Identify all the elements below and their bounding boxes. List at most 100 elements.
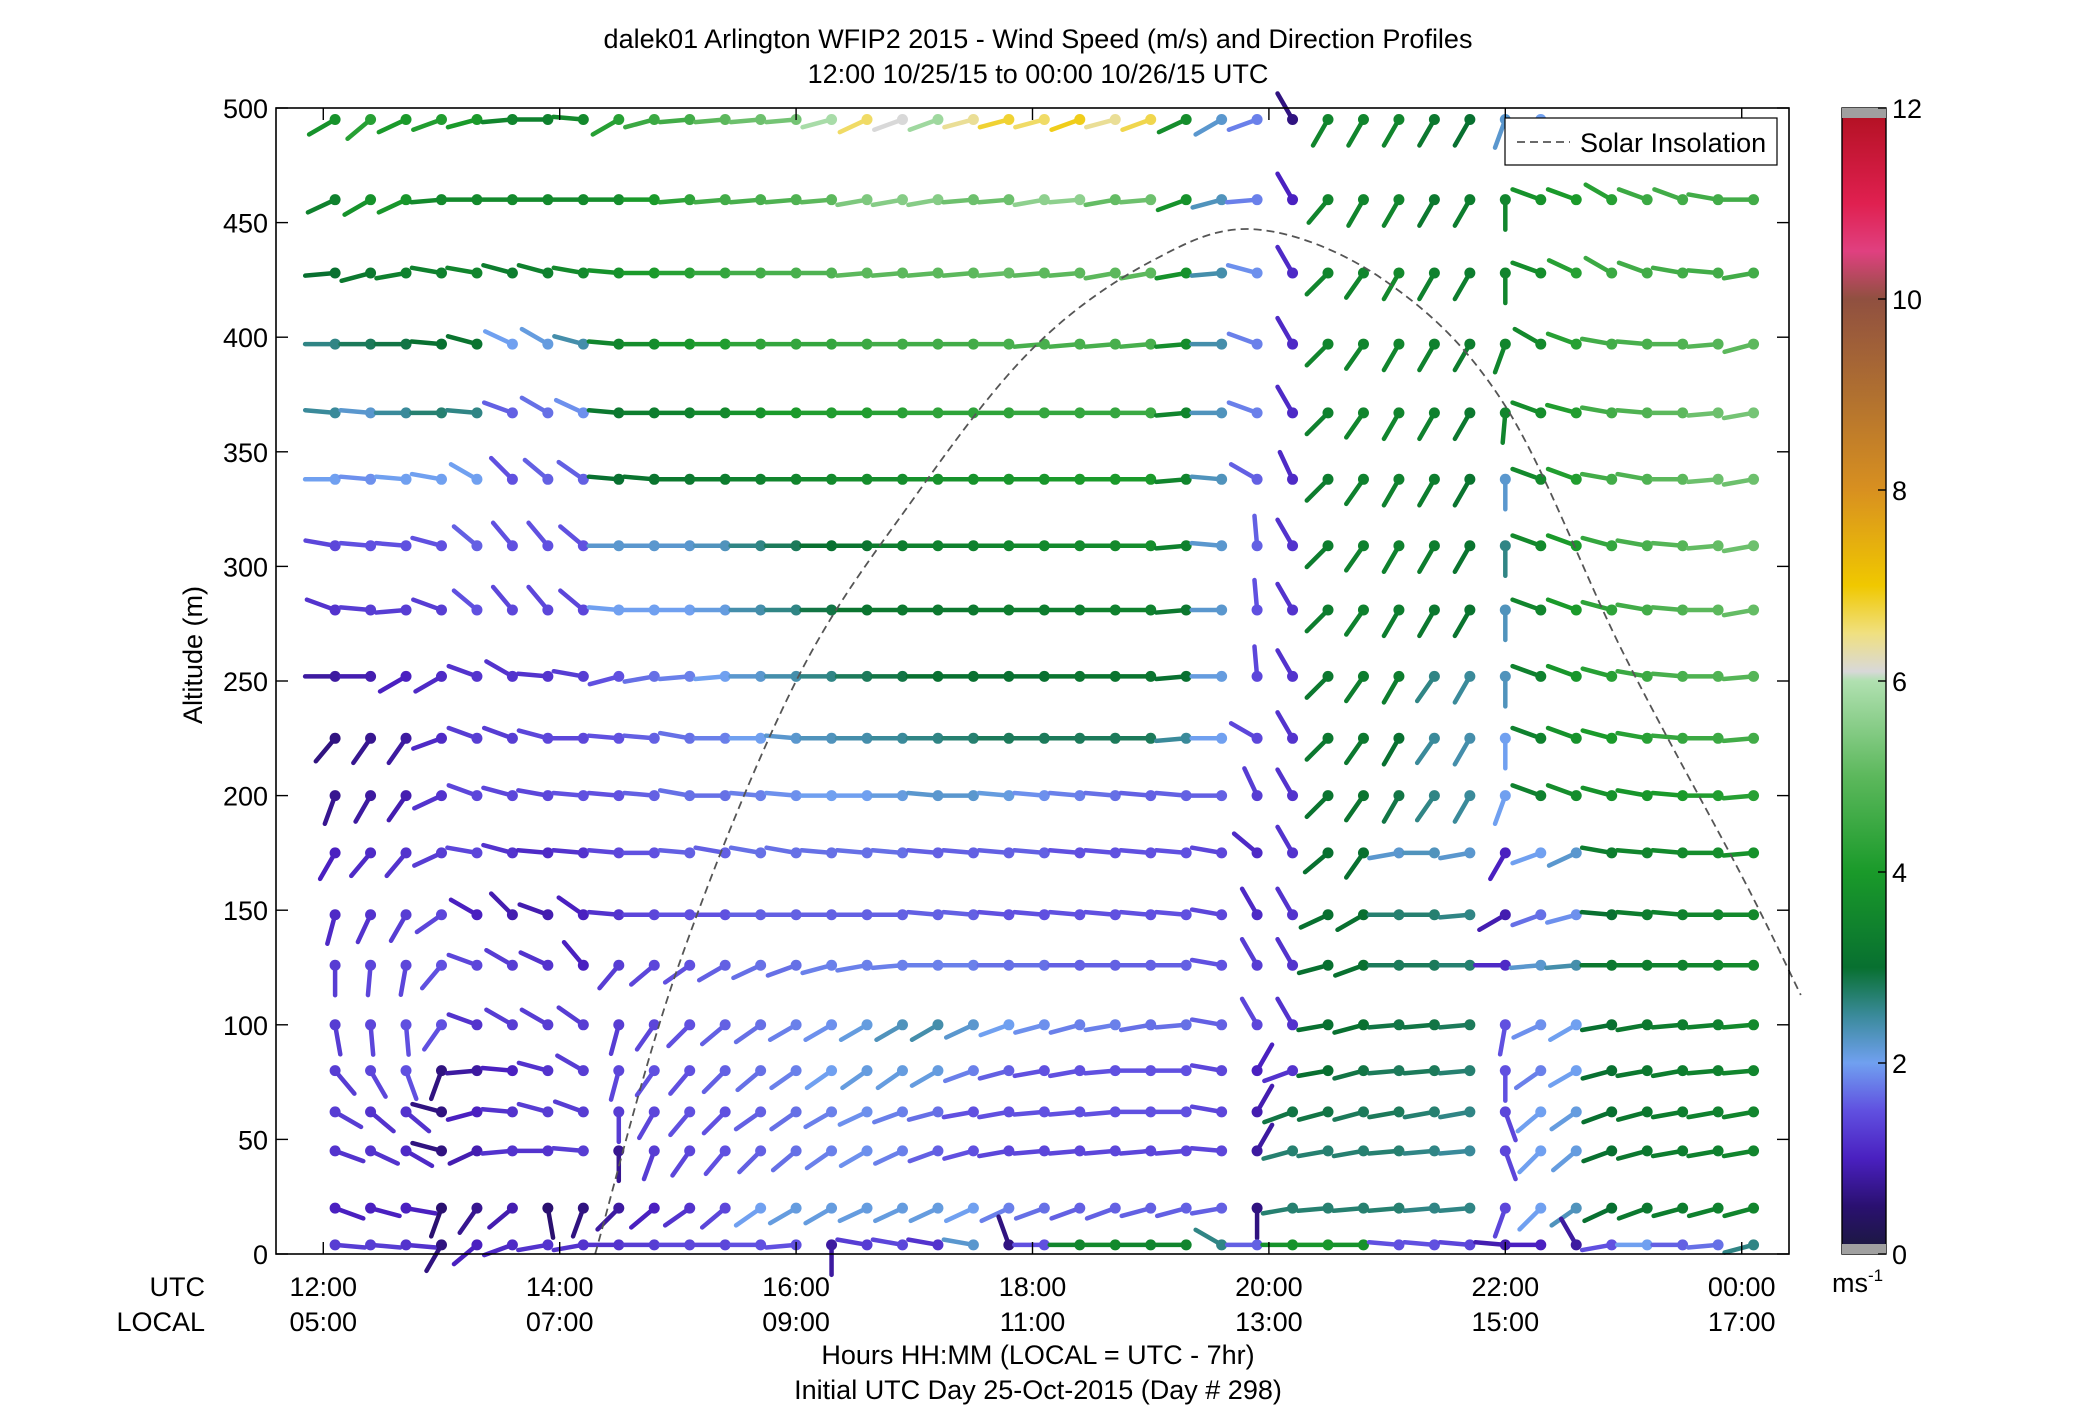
wind-barb <box>799 604 838 616</box>
barb-dot <box>967 1065 979 1077</box>
barb-dot <box>1216 1145 1228 1157</box>
wind-barb <box>526 520 554 552</box>
barb-dot <box>684 473 696 485</box>
barb-dot <box>1393 1019 1405 1031</box>
wind-barb <box>1650 407 1689 419</box>
y-tick-label: 0 <box>253 1240 268 1270</box>
barb-dot <box>1712 407 1724 419</box>
barb-dot <box>1428 194 1440 206</box>
barb-dot <box>684 909 696 921</box>
barb-dot <box>790 1145 802 1157</box>
barb-dot <box>896 407 908 419</box>
wind-barb <box>906 1237 944 1251</box>
wind-barb <box>1510 260 1547 279</box>
wind-barb <box>692 909 731 921</box>
barb-dot <box>719 732 731 744</box>
wind-barb <box>1118 909 1157 921</box>
chart-subtitle: 12:00 10/25/15 to 00:00 10/26/15 UTC <box>808 59 1269 89</box>
barb-dot <box>1499 407 1511 419</box>
barb-dot <box>719 473 731 485</box>
barb-dot <box>1038 847 1050 859</box>
wind-barb <box>977 1145 1015 1159</box>
barb-dot <box>1428 847 1440 859</box>
barb-dot <box>1216 1019 1228 1031</box>
wind-barb <box>353 790 377 824</box>
wind-barb <box>909 1065 944 1088</box>
barb-dot <box>1074 604 1086 616</box>
barb-dot <box>1499 1106 1511 1118</box>
wind-barb <box>1012 909 1050 921</box>
wind-barb <box>1047 267 1086 279</box>
wind-barb <box>1275 315 1299 350</box>
wind-barb <box>1226 113 1263 132</box>
wind-barb <box>586 1239 625 1251</box>
wind-barb <box>556 1005 589 1031</box>
barb-dot <box>1145 1065 1157 1077</box>
wind-barb <box>570 1202 589 1239</box>
barb-dot <box>1677 1145 1689 1157</box>
wind-barb <box>482 329 518 350</box>
barb-dot <box>1038 1019 1050 1031</box>
barb-dot <box>684 338 696 350</box>
wind-barb <box>1545 597 1582 616</box>
wind-barb <box>905 407 944 419</box>
barb-dot <box>577 732 589 744</box>
barb-dot <box>967 407 979 419</box>
barb-dot <box>577 670 589 682</box>
wind-barb <box>1083 1065 1121 1077</box>
wind-barb <box>634 1019 660 1052</box>
barb-dot <box>1677 540 1689 552</box>
barb-dot <box>1712 847 1724 859</box>
barb-dot <box>1535 267 1547 279</box>
wind-barb <box>373 473 412 485</box>
barb-dot <box>1109 1019 1121 1031</box>
wind-barb <box>976 732 1015 744</box>
barb-dot <box>1570 407 1582 419</box>
barb-dot <box>613 790 625 802</box>
wind-barb <box>622 909 660 921</box>
wind-barb <box>1260 1239 1299 1251</box>
wind-barb <box>1118 790 1157 802</box>
barb-dot <box>506 604 518 616</box>
wind-barb <box>976 194 1015 206</box>
barb-dot <box>896 194 908 206</box>
barb-dot <box>1606 1239 1618 1251</box>
wind-barb <box>1402 1019 1440 1031</box>
barb-dot <box>1677 338 1689 350</box>
barb-dot <box>684 1106 696 1118</box>
barb-dot <box>1748 338 1760 350</box>
wind-barb <box>693 113 731 125</box>
wind-barb <box>365 959 377 998</box>
barb-dot <box>932 959 944 971</box>
wind-barb <box>329 1065 357 1096</box>
barb-dot <box>1428 604 1440 616</box>
wind-barb <box>1615 909 1653 921</box>
barb-dot <box>542 473 554 485</box>
barb-dot <box>1499 1145 1511 1157</box>
wind-barb <box>908 1202 944 1224</box>
barb-dot <box>1428 1239 1440 1251</box>
barb-dot <box>826 1065 838 1077</box>
barb-dot <box>1074 338 1086 350</box>
wind-barb <box>905 267 944 279</box>
barb-dot <box>1287 1145 1299 1157</box>
wind-barb <box>409 265 447 279</box>
barb-dot <box>755 790 767 802</box>
barb-dot <box>861 338 873 350</box>
wind-barb <box>1510 533 1547 552</box>
barb-dot <box>435 1202 447 1214</box>
wind-barb <box>1492 338 1511 375</box>
wind-barb <box>365 1202 402 1219</box>
barb-dot <box>1287 670 1299 682</box>
wind-barb <box>1367 847 1405 861</box>
barb-dot <box>1499 959 1511 971</box>
wind-barb <box>586 909 625 921</box>
barb-dot <box>1287 959 1299 971</box>
barb-dot <box>1677 407 1689 419</box>
wind-barb <box>551 113 589 125</box>
barb-dot <box>1428 790 1440 802</box>
wind-barb <box>1189 338 1228 350</box>
wind-barb <box>1510 400 1547 419</box>
barb-dot <box>577 847 589 859</box>
barb-dot <box>1216 909 1228 921</box>
